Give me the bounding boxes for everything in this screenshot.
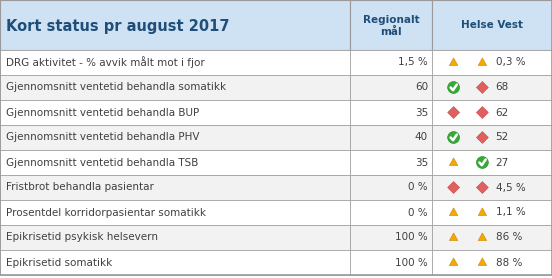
Bar — [0, 150, 350, 175]
Polygon shape — [449, 208, 458, 215]
Text: 86 %: 86 % — [496, 232, 522, 242]
Text: 0 %: 0 % — [408, 182, 428, 192]
Bar — [0, 225, 350, 250]
Text: 35: 35 — [415, 158, 428, 168]
Polygon shape — [449, 58, 458, 66]
Text: 1,1 %: 1,1 % — [496, 207, 526, 217]
Bar — [350, 175, 432, 200]
Text: 0,3 %: 0,3 % — [496, 58, 525, 68]
Text: 62: 62 — [496, 108, 509, 118]
Text: 100 %: 100 % — [395, 232, 428, 242]
Polygon shape — [449, 233, 458, 240]
Polygon shape — [448, 182, 460, 193]
Bar — [432, 175, 552, 200]
Bar — [350, 225, 432, 250]
Polygon shape — [478, 208, 487, 215]
Polygon shape — [476, 81, 489, 93]
Polygon shape — [478, 58, 487, 66]
Text: Epikrisetid somatikk: Epikrisetid somatikk — [6, 257, 112, 267]
Circle shape — [448, 131, 460, 143]
Polygon shape — [449, 158, 458, 166]
Bar — [350, 200, 432, 225]
Polygon shape — [478, 233, 487, 240]
Bar — [432, 50, 552, 75]
Bar — [350, 50, 432, 75]
Text: Gjennomsnitt ventetid behandla BUP: Gjennomsnitt ventetid behandla BUP — [6, 108, 199, 118]
Text: Kort status pr august 2017: Kort status pr august 2017 — [6, 19, 230, 34]
Text: 88 %: 88 % — [496, 257, 522, 267]
Bar — [350, 150, 432, 175]
Circle shape — [476, 157, 489, 168]
Bar — [432, 250, 552, 275]
Circle shape — [448, 81, 460, 93]
Bar — [0, 75, 350, 100]
Text: Prosentdel korridorpasientar somatikk: Prosentdel korridorpasientar somatikk — [6, 207, 206, 217]
Text: Fristbrot behandla pasientar: Fristbrot behandla pasientar — [6, 182, 154, 192]
Bar — [350, 125, 432, 150]
Bar — [350, 250, 432, 275]
Text: 100 %: 100 % — [395, 257, 428, 267]
Bar — [0, 125, 350, 150]
Text: Epikrisetid psykisk helsevern: Epikrisetid psykisk helsevern — [6, 232, 158, 242]
Bar — [432, 150, 552, 175]
Text: Gjennomsnitt ventetid behandla PHV: Gjennomsnitt ventetid behandla PHV — [6, 133, 199, 143]
Polygon shape — [478, 258, 487, 265]
Bar — [432, 100, 552, 125]
Bar — [350, 0, 432, 50]
Text: Helse Vest: Helse Vest — [461, 20, 523, 30]
Bar — [350, 75, 432, 100]
Text: 27: 27 — [496, 158, 509, 168]
Bar — [0, 250, 350, 275]
Text: 40: 40 — [415, 133, 428, 143]
Text: Regionalt: Regionalt — [363, 15, 420, 25]
Text: DRG aktivitet - % avvik målt mot i fjor: DRG aktivitet - % avvik målt mot i fjor — [6, 56, 205, 68]
Bar — [350, 100, 432, 125]
Text: Gjennomsnitt ventetid behandla somatikk: Gjennomsnitt ventetid behandla somatikk — [6, 83, 226, 93]
Text: 4,5 %: 4,5 % — [496, 182, 526, 192]
Bar — [432, 0, 552, 50]
Polygon shape — [476, 182, 489, 193]
Bar — [432, 225, 552, 250]
Text: mål: mål — [380, 27, 402, 37]
Bar — [0, 100, 350, 125]
Bar — [432, 200, 552, 225]
Text: 1,5 %: 1,5 % — [398, 58, 428, 68]
Text: 68: 68 — [496, 83, 509, 93]
Polygon shape — [476, 106, 489, 118]
Polygon shape — [448, 106, 460, 118]
Text: 60: 60 — [415, 83, 428, 93]
Text: 35: 35 — [415, 108, 428, 118]
Text: 0 %: 0 % — [408, 207, 428, 217]
Polygon shape — [476, 131, 489, 143]
Text: Gjennomsnitt ventetid behandla TSB: Gjennomsnitt ventetid behandla TSB — [6, 158, 198, 168]
Bar — [0, 0, 350, 50]
Bar — [432, 125, 552, 150]
Bar — [0, 200, 350, 225]
Bar — [432, 75, 552, 100]
Polygon shape — [449, 258, 458, 265]
Text: 52: 52 — [496, 133, 509, 143]
Bar — [0, 175, 350, 200]
Bar — [0, 50, 350, 75]
